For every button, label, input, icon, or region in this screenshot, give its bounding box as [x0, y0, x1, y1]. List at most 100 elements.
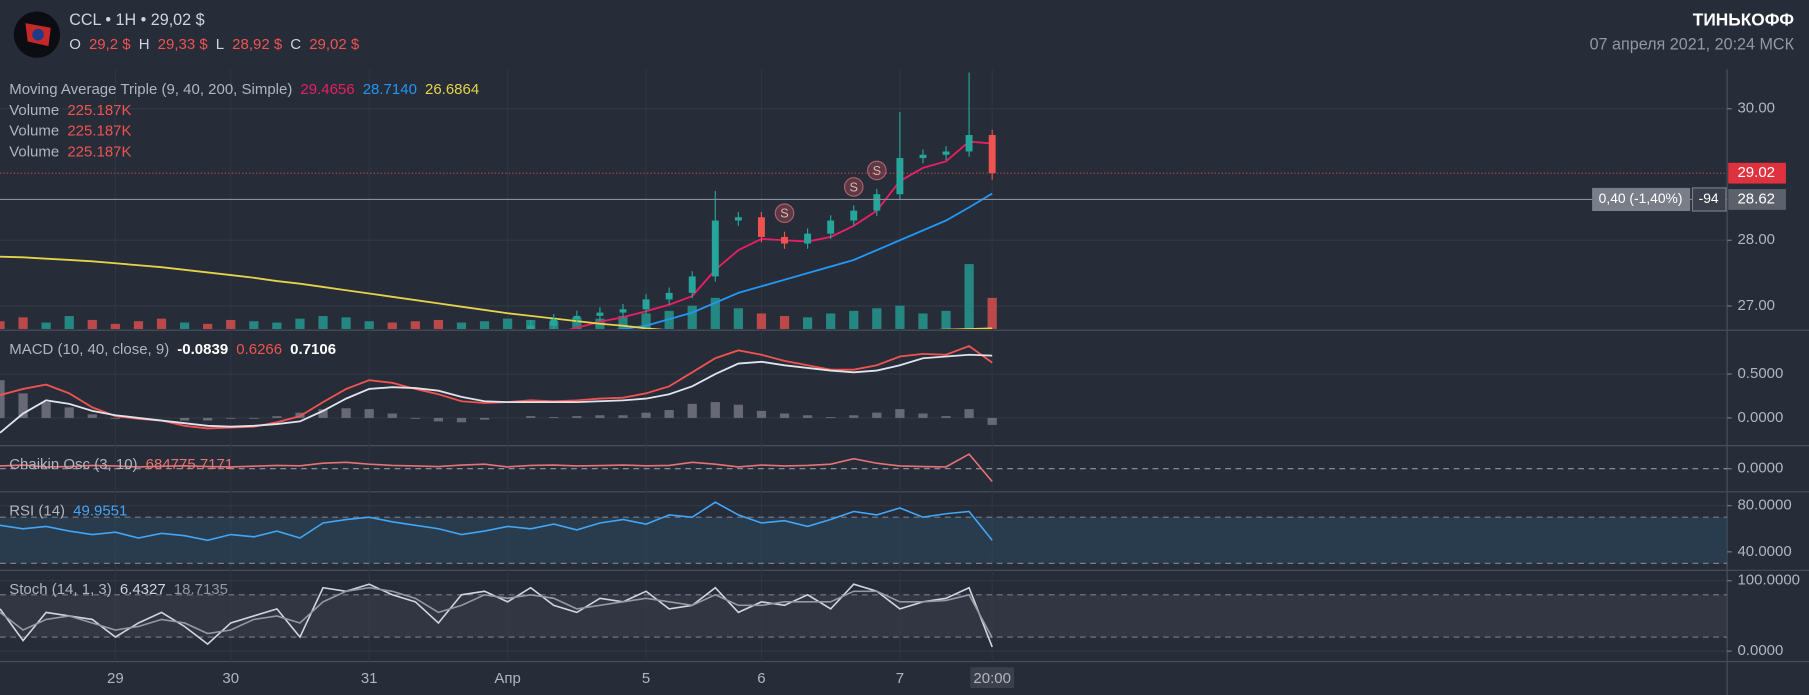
ohlc-value: 29,2 $: [89, 36, 131, 53]
position-qty: -94: [1699, 190, 1719, 206]
candle-body: [734, 217, 742, 221]
candle-body: [665, 292, 673, 300]
volume-bar: [272, 322, 282, 330]
indicator-line: [0, 586, 993, 639]
volume-bar: [687, 305, 697, 330]
candle-body: [988, 135, 996, 174]
signal-marker: [774, 203, 795, 224]
histogram-bar: [872, 412, 882, 418]
volume-bar: [503, 318, 513, 330]
signal-label: S: [780, 207, 788, 221]
volume-bar: [387, 322, 397, 330]
legend-title: RSI (14): [9, 502, 65, 519]
indicator-line: [614, 192, 993, 330]
legend-value: 6.4327: [120, 581, 166, 598]
candle-body: [711, 220, 719, 277]
histogram-bar: [918, 413, 928, 418]
x-tick-label: 7: [896, 670, 904, 687]
band: [0, 594, 1728, 638]
volume-bar: [826, 313, 836, 330]
histogram-bar: [964, 409, 974, 418]
histogram-bar: [687, 403, 697, 418]
histogram-bar: [664, 410, 674, 418]
indicator-line: [0, 501, 993, 542]
histogram-bar: [987, 417, 997, 425]
histogram-bar: [526, 416, 536, 418]
histogram-bar: [618, 415, 628, 418]
legend-value: 225.187K: [67, 143, 131, 160]
volume-bar: [226, 319, 236, 330]
ohlc-value: 29,33 $: [158, 36, 209, 53]
histogram-bar: [710, 402, 720, 418]
volume-bar: [733, 308, 743, 330]
volume-bar: [110, 323, 120, 330]
pane: [0, 344, 1728, 434]
legend-value: 49.9551: [73, 502, 127, 519]
volume-bar: [433, 319, 444, 330]
x-tick-label: 31: [361, 670, 378, 687]
volume-bar: [918, 313, 928, 330]
histogram-bar: [802, 415, 813, 418]
legend-title: MACD (10, 40, close, 9): [9, 341, 169, 358]
legend-value: 18.7135: [174, 581, 228, 598]
y-tick-label: 100.0000: [1737, 572, 1800, 589]
candle-body: [965, 135, 973, 152]
histogram-bar: [110, 417, 120, 419]
legend-value: 0.7106: [290, 341, 336, 358]
ohlc-value: 28,92 $: [232, 36, 283, 53]
candle-body: [550, 319, 558, 326]
indicator-line: [0, 255, 993, 330]
volume-bar: [133, 321, 144, 330]
legend-value: 0.6266: [236, 341, 282, 358]
histogram-bar: [41, 402, 51, 418]
volume-bar: [964, 264, 974, 330]
x-tick-label: 6: [757, 670, 765, 687]
y-tick-label: 0.0000: [1737, 460, 1783, 477]
volume-bar: [410, 321, 420, 330]
y-tick-label: 27.00: [1737, 297, 1775, 314]
last-price-label: 29.02: [1737, 164, 1775, 181]
volume-bar: [249, 321, 259, 330]
candle-body: [527, 325, 535, 330]
y-tick-label: 40.0000: [1737, 543, 1791, 560]
volume-bar: [295, 318, 305, 330]
legend-value: 29.4656: [300, 81, 354, 98]
position-pnl: 0,40 (-1,40%): [1599, 190, 1683, 206]
legend-value: 225.187K: [67, 102, 131, 119]
volume-bar: [364, 321, 374, 330]
volume-bar: [41, 322, 51, 330]
volume-bar: [456, 322, 467, 330]
legend-value: 684775.7171: [146, 456, 234, 473]
legend-value: 28.7140: [363, 81, 417, 98]
x-tick-label: 29: [107, 670, 124, 687]
ohlc-value: 29,02 $: [309, 36, 360, 53]
candle-body: [781, 236, 788, 244]
volume-bar: [479, 321, 490, 330]
volume-bar: [895, 305, 905, 330]
pane: [0, 72, 1728, 330]
y-tick-label: 0.0000: [1737, 642, 1783, 659]
candle-body: [942, 151, 950, 155]
pane: [0, 501, 1728, 564]
volume-bar: [872, 308, 882, 330]
volume-bar: [987, 297, 997, 330]
volume-bar: [849, 310, 859, 330]
volume-bar: [941, 310, 951, 330]
histogram-bar: [549, 417, 559, 418]
datetime: 07 апреля 2021, 20:24 МСК: [1590, 35, 1795, 53]
position-price-box: [1728, 189, 1786, 210]
candle-body: [804, 233, 812, 244]
histogram-bar: [410, 417, 420, 419]
histogram-bar: [779, 413, 790, 418]
legend-title: Chaikin Osc (3, 10): [9, 456, 137, 473]
x-tick-label: 5: [642, 670, 650, 687]
y-tick-label: 30.00: [1737, 100, 1775, 117]
volume-bar: [318, 316, 328, 330]
histogram-bar: [941, 416, 951, 418]
candle-body: [850, 210, 858, 221]
candle-body: [919, 154, 927, 159]
candle-body: [619, 309, 627, 313]
y-tick-label: 0.5000: [1737, 365, 1783, 382]
